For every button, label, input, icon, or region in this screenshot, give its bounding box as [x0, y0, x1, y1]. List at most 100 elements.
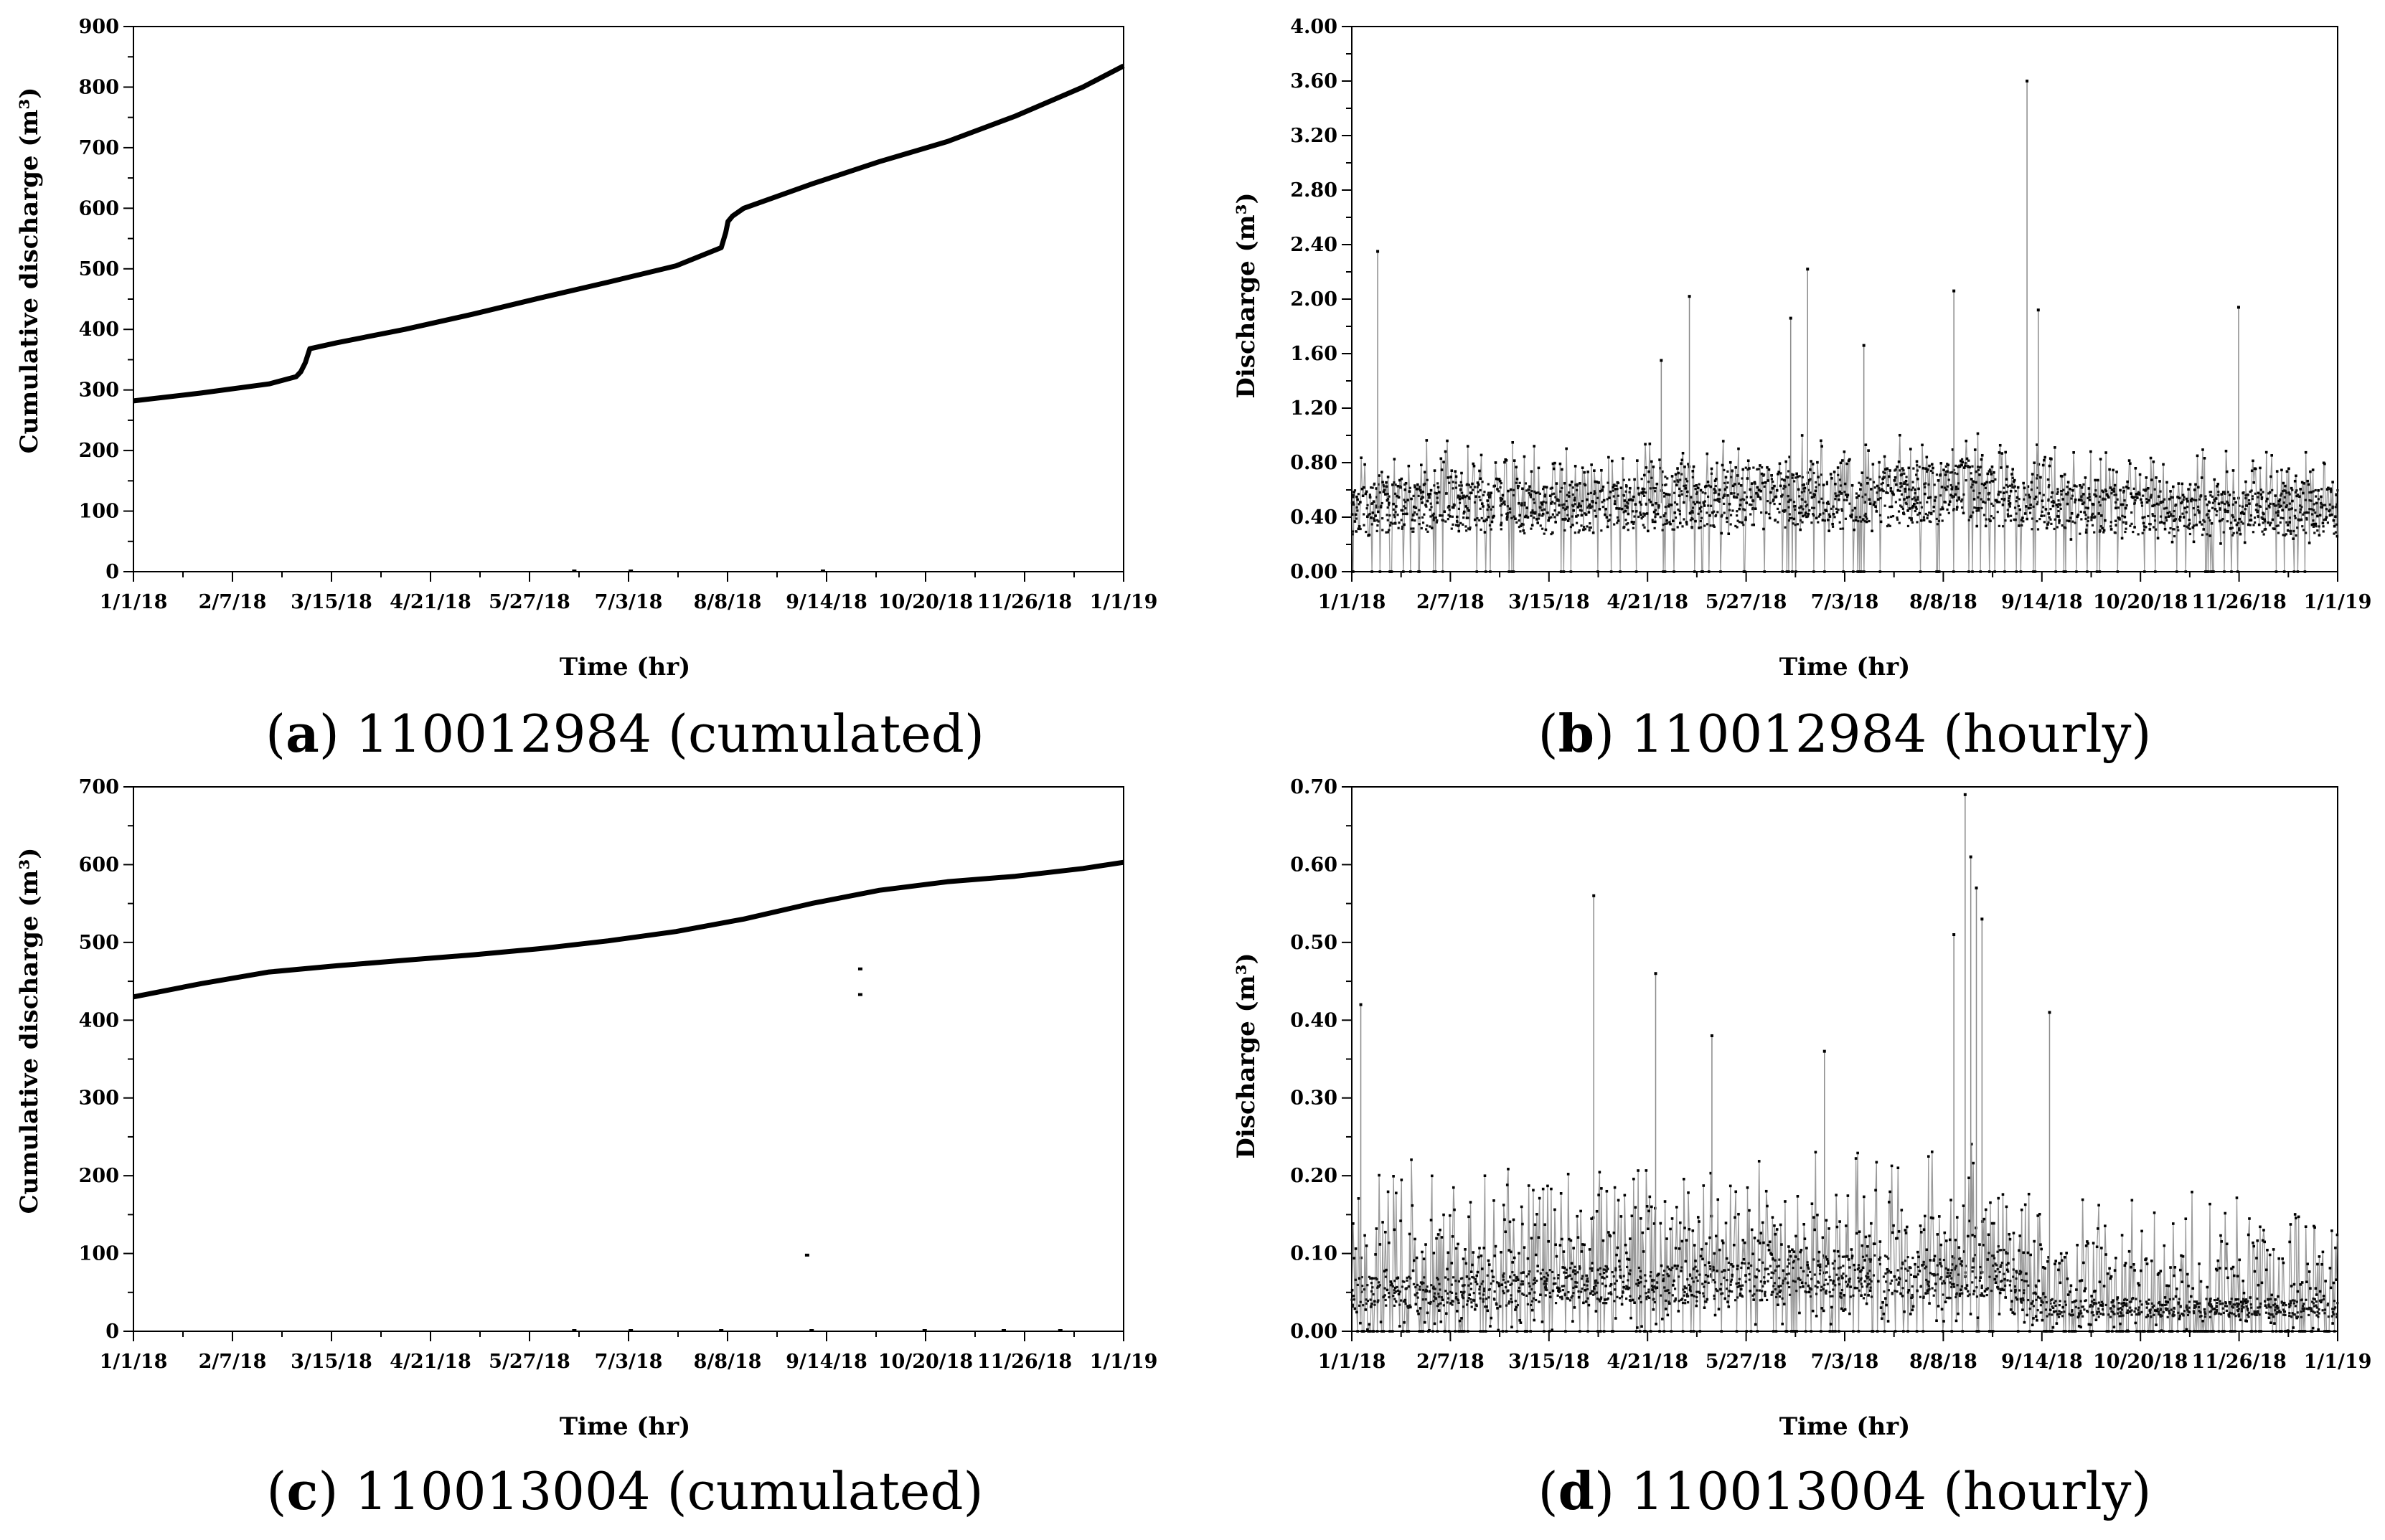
hourly-point: [1480, 516, 1483, 520]
hourly-point: [1904, 1267, 1907, 1270]
hourly-point: [1513, 1256, 1516, 1260]
hourly-point: [1713, 1281, 1716, 1284]
hourly-point: [2105, 493, 2109, 496]
hourly-point: [1960, 500, 1963, 503]
hourly-point: [2005, 465, 2009, 468]
hourly-point: [2054, 570, 2057, 573]
hourly-point: [1960, 1285, 1963, 1288]
hourly-point: [1598, 1298, 1601, 1301]
hourly-point: [1691, 506, 1695, 509]
hourly-point: [1869, 1260, 1872, 1263]
hourly-point: [2140, 504, 2144, 507]
hourly-point: [1482, 1330, 1485, 1333]
hourly-point: [1408, 490, 1411, 493]
hourly-point: [1368, 512, 1371, 516]
hourly-point: [1820, 1307, 1823, 1310]
hourly-point: [2200, 1330, 2203, 1333]
hourly-point: [2102, 1313, 2105, 1316]
hourly-point: [2298, 519, 2301, 522]
hourly-point: [1465, 529, 1468, 532]
hourly-point: [1499, 496, 1502, 500]
hourly-point: [2259, 466, 2262, 470]
hourly-point: [1768, 1240, 1772, 1244]
hourly-point: [1452, 506, 1455, 509]
hourly-point: [2099, 1312, 2102, 1315]
hourly-point: [1388, 1241, 1391, 1244]
hourly-point: [1894, 1330, 1897, 1333]
panel-b-caption-text: 110012984 (hourly): [1631, 704, 2152, 764]
hourly-point: [1533, 511, 1537, 515]
hourly-point: [2189, 1295, 2193, 1298]
hourly-point: [1543, 1223, 1546, 1227]
hourly-point: [2016, 486, 2020, 489]
hourly-point: [1764, 511, 1768, 514]
hourly-point: [1982, 514, 1986, 516]
hourly-point: [1533, 1277, 1536, 1280]
hourly-point: [1430, 526, 1434, 529]
hourly-point: [1439, 1302, 1442, 1305]
hourly-point: [1874, 505, 1877, 509]
hourly-point: [1939, 1262, 1942, 1266]
hourly-point: [1988, 1330, 1991, 1333]
hourly-point: [2027, 1192, 2031, 1196]
hourly-point: [1510, 516, 1513, 519]
hourly-point: [1368, 493, 1371, 496]
hourly-point: [2017, 504, 2021, 508]
hourly-point: [1743, 499, 1746, 501]
hourly-point: [2308, 1270, 2311, 1273]
hourly-point: [1492, 505, 1495, 509]
hourly-point: [2205, 1330, 2208, 1333]
hourly-point: [2283, 534, 2286, 537]
hourly-point: [1561, 1237, 1563, 1241]
hourly-point: [2213, 1299, 2216, 1302]
hourly-point: [2125, 504, 2128, 507]
hourly-point: [1388, 495, 1391, 498]
hourly-point: [1911, 486, 1915, 489]
hourly-point: [1571, 493, 1574, 496]
hourly-point: [1422, 1257, 1426, 1260]
hourly-point: [1748, 1209, 1751, 1212]
hourly-point: [1744, 466, 1747, 469]
hourly-point: [2036, 528, 2040, 531]
x-tick-label: 1/1/19: [1090, 591, 1158, 613]
hourly-point: [1975, 509, 1978, 512]
hourly-point: [1955, 1216, 1959, 1219]
hourly-point: [2119, 1322, 2122, 1326]
hourly-point: [1993, 1222, 1995, 1225]
hourly-point: [2153, 515, 2156, 518]
hourly-point: [1425, 439, 1429, 442]
hourly-point: [1957, 466, 1960, 468]
hourly-point: [2170, 1330, 2174, 1333]
hourly-point: [1875, 1161, 1878, 1164]
hourly-point: [2031, 517, 2034, 520]
hourly-point: [2122, 1314, 2125, 1317]
hourly-point: [1910, 488, 1913, 491]
hourly-point: [1897, 1281, 1901, 1284]
hourly-point: [1353, 503, 1355, 506]
hourly-point: [2296, 1311, 2299, 1314]
hourly-point: [2066, 486, 2069, 488]
hourly-point: [1998, 1249, 2001, 1252]
x-tick-label: 8/8/18: [1909, 591, 1977, 613]
hourly-point: [1589, 506, 1592, 509]
hourly-point: [2063, 1310, 2066, 1313]
hourly-point: [1890, 1164, 1894, 1168]
hourly-point: [2248, 502, 2251, 505]
hourly-point: [2125, 521, 2127, 524]
hourly-point: [1400, 1178, 1403, 1181]
hourly-point: [1553, 509, 1556, 512]
y-tick-label: 700: [79, 776, 119, 798]
hourly-point: [1689, 496, 1693, 499]
hourly-point: [2021, 1308, 2024, 1311]
hourly-point: [2198, 498, 2201, 501]
hourly-point: [1533, 1281, 1537, 1284]
hourly-point: [1894, 501, 1897, 504]
hourly-point: [1670, 475, 1674, 478]
hourly-point: [1788, 1285, 1791, 1289]
hourly-point: [1486, 499, 1490, 502]
hourly-point: [1557, 1289, 1560, 1293]
hourly-point: [1979, 1276, 1982, 1279]
hourly-point: [1926, 501, 1929, 504]
hourly-point: [1812, 1216, 1815, 1219]
hourly-point: [1462, 494, 1465, 497]
